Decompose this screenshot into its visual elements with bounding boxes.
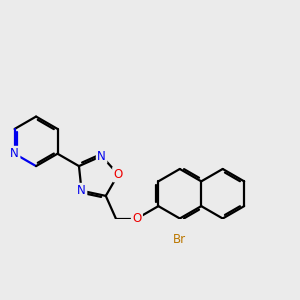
Text: N: N [97, 149, 106, 163]
Text: O: O [113, 168, 123, 181]
Text: O: O [132, 212, 142, 225]
Text: N: N [10, 147, 19, 160]
Text: Br: Br [173, 233, 186, 246]
Text: N: N [77, 184, 86, 197]
